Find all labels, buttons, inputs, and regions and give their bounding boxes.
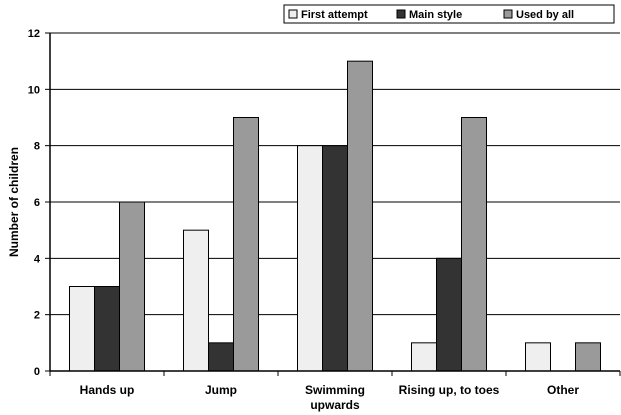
y-axis-title: Number of children <box>7 147 21 257</box>
bar-main-style-0 <box>94 286 120 372</box>
bar-used-by-all-4 <box>575 342 601 372</box>
legend-swatch <box>503 9 513 19</box>
bars <box>69 60 601 372</box>
bar-first-attempt-0 <box>69 286 95 372</box>
x-category-label: Hands up <box>80 383 135 397</box>
y-tick-label: 12 <box>28 28 40 40</box>
bar-first-attempt-1 <box>183 229 209 372</box>
y-tick-label: 6 <box>34 197 40 209</box>
legend-label: Used by all <box>516 9 574 21</box>
legend-swatch <box>288 9 298 19</box>
legend-box <box>283 4 615 24</box>
y-tick-label: 0 <box>34 366 40 378</box>
bar-first-attempt-3 <box>411 342 437 372</box>
legend-label: First attempt <box>301 9 368 21</box>
bar-used-by-all-2 <box>347 60 373 372</box>
bar-used-by-all-1 <box>233 117 259 372</box>
legend-label: Main style <box>409 9 462 21</box>
axes <box>45 32 621 376</box>
legend: First attempt Main style Used by all <box>283 4 615 24</box>
y-tick-labels: 0 2 4 6 8 10 12 <box>28 28 41 378</box>
x-category-label: Jump <box>205 383 237 397</box>
bar-main-style-2 <box>322 145 348 372</box>
x-category-label: Rising up, to toes <box>399 383 500 397</box>
legend-swatch <box>396 9 406 19</box>
bar-used-by-all-3 <box>461 117 487 372</box>
bar-first-attempt-4 <box>525 342 551 372</box>
y-tick-label: 10 <box>28 84 40 96</box>
bar-first-attempt-2 <box>297 145 323 372</box>
x-category-label: Swimming upwards <box>305 383 365 412</box>
bar-main-style-1 <box>208 342 234 372</box>
x-category-label: Other <box>547 383 579 397</box>
bar-used-by-all-0 <box>119 201 145 372</box>
bar-main-style-3 <box>436 257 462 372</box>
x-category-labels: Hands up Jump Swimming upwards Rising up, to… <box>80 383 580 412</box>
y-tick-label: 4 <box>34 253 41 265</box>
y-tick-label: 2 <box>34 310 40 322</box>
y-tick-label: 8 <box>34 141 40 153</box>
